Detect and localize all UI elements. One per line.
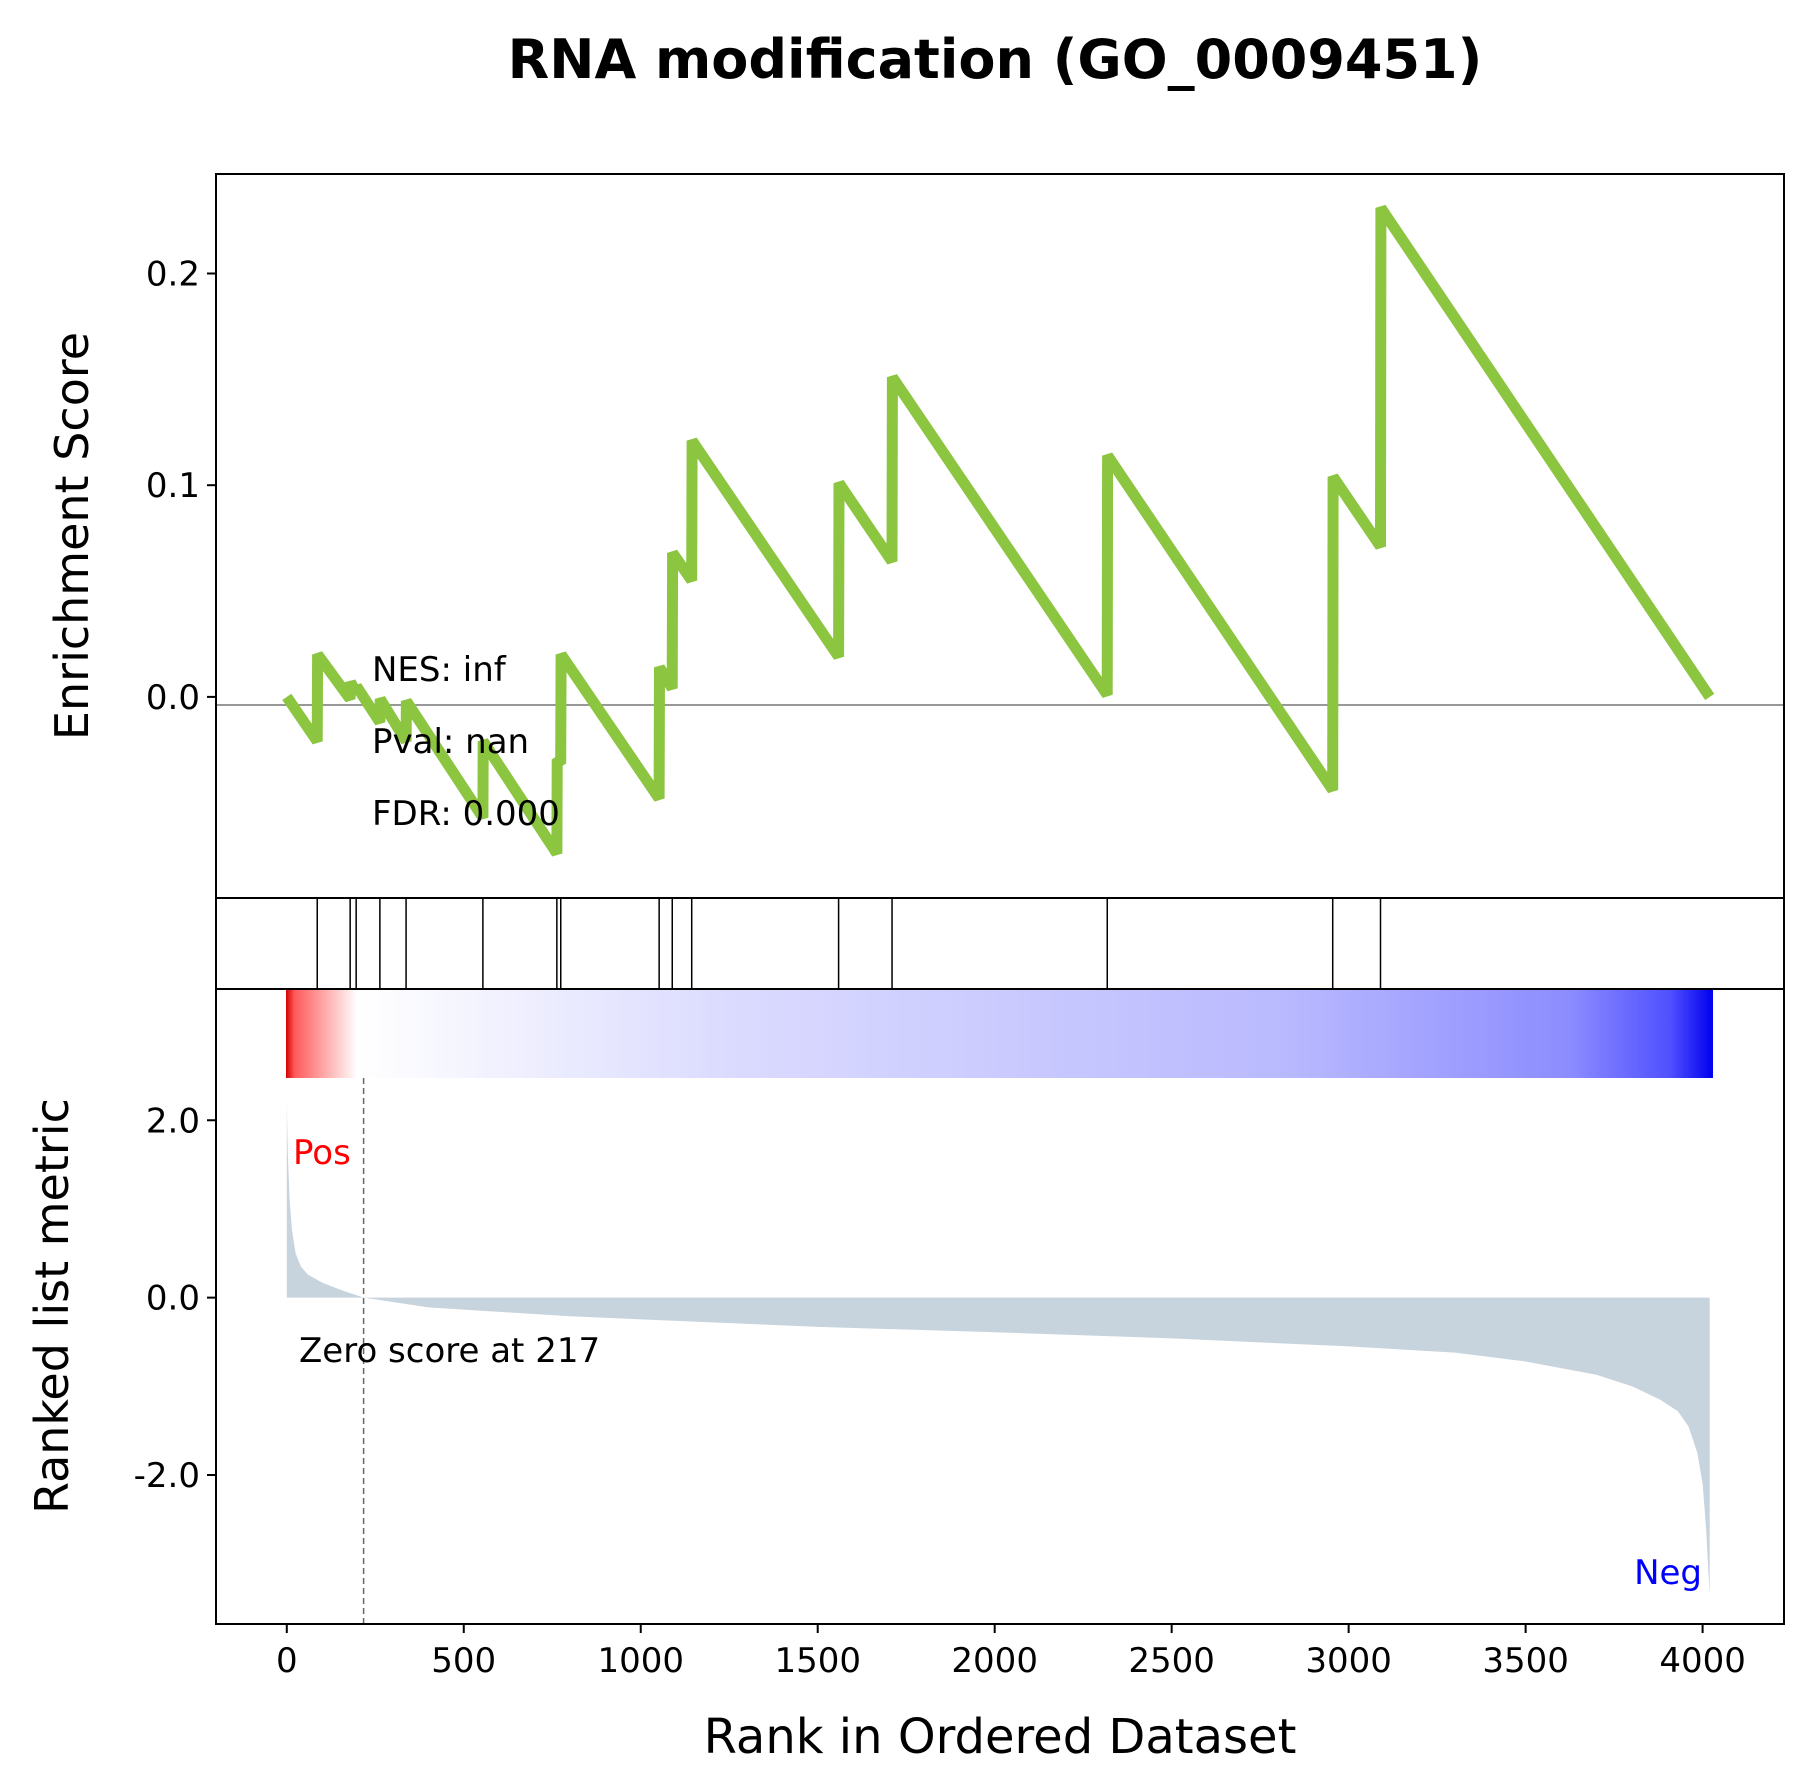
xtick-label: 2500 (1128, 1641, 1215, 1681)
ranked-metric-ylabel: Ranked list metric (25, 1098, 79, 1514)
hits-panel-frame (215, 897, 1785, 990)
xtick-label: 500 (431, 1641, 496, 1681)
ranked-metric-area (286, 1102, 1710, 1595)
enrichment-score-line (282, 204, 1715, 857)
es-ytick-label: 0.0 (146, 678, 200, 718)
nes-annotation: NES: inf (372, 650, 507, 690)
es-ytick-label: 0.2 (146, 254, 200, 294)
enrichment-ylabel: Enrichment Score (45, 332, 99, 740)
xtick-label: 3000 (1305, 1641, 1392, 1681)
rank-color-bar (286, 989, 1713, 1078)
fdr-annotation: FDR: 0.000 (372, 794, 560, 834)
es-ytick-label: 0.1 (146, 466, 200, 506)
pval-annotation: Pval: nan (372, 722, 529, 762)
metric-ytick-label: 0.0 (146, 1279, 200, 1319)
xtick-label: 4000 (1659, 1641, 1746, 1681)
enrichment-panel: 0.00.10.2 NES: inf Pval: nan FDR: 0.000 … (45, 173, 1785, 899)
x-axis-label: Rank in Ordered Dataset (704, 1709, 1297, 1765)
xtick-label: 3500 (1482, 1641, 1569, 1681)
zero-score-label: Zero score at 217 (299, 1331, 600, 1371)
pos-label: Pos (293, 1133, 351, 1173)
ranked-metric-panel-frame (215, 988, 1785, 1625)
metric-ytick-label: 2.0 (146, 1101, 200, 1141)
chart-title: RNA modification (GO_0009451) (508, 28, 1483, 91)
hits-panel (215, 897, 1785, 990)
xtick-label: 1000 (597, 1641, 684, 1681)
neg-label: Neg (1634, 1553, 1702, 1593)
xtick-label: 2000 (951, 1641, 1038, 1681)
ranked-metric-panel: Pos Neg Zero score at 217 -2.0 0.0 2.0 Ran… (25, 988, 1785, 1625)
metric-ytick-label: -2.0 (134, 1456, 200, 1496)
xtick-label: 0 (276, 1641, 298, 1681)
xtick-label: 1500 (774, 1641, 861, 1681)
